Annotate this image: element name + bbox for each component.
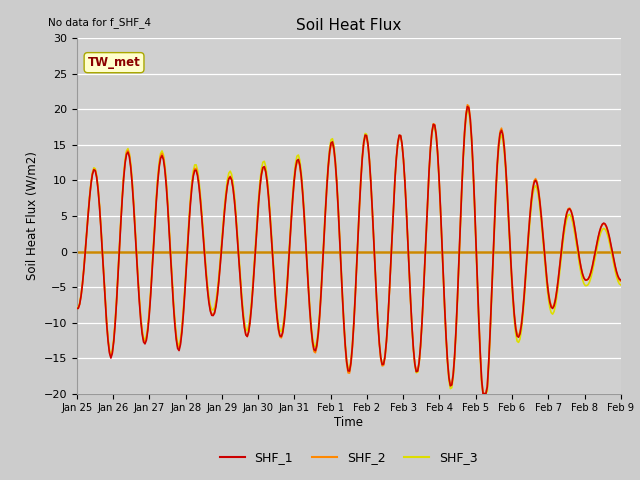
SHF_2 — [479, 391, 487, 396]
SHF_3 — [92, 166, 99, 171]
SHF_1 — [108, 350, 116, 356]
SHF_3 — [461, 133, 468, 139]
SHF_1 — [461, 130, 468, 136]
SHF_2 — [92, 167, 99, 173]
Line: SHF_2: SHF_2 — [77, 105, 621, 394]
SHF_1 — [617, 277, 625, 283]
SHF_1 — [479, 391, 487, 396]
SHF_2 — [545, 288, 552, 294]
Text: No data for f_SHF_4: No data for f_SHF_4 — [48, 17, 151, 28]
SHF_2 — [108, 349, 116, 355]
SHF_1 — [545, 290, 552, 296]
SHF_2 — [616, 277, 623, 283]
SHF_1 — [73, 305, 81, 311]
Line: SHF_3: SHF_3 — [77, 110, 621, 394]
SHF_3 — [463, 107, 471, 113]
Legend: SHF_1, SHF_2, SHF_3: SHF_1, SHF_2, SHF_3 — [214, 446, 483, 469]
SHF_3 — [73, 304, 81, 310]
SHF_1 — [616, 276, 623, 282]
SHF_3 — [108, 348, 116, 353]
Text: TW_met: TW_met — [88, 56, 140, 69]
SHF_1 — [353, 264, 360, 269]
Y-axis label: Soil Heat Flux (W/m2): Soil Heat Flux (W/m2) — [25, 152, 38, 280]
SHF_2 — [353, 265, 360, 271]
SHF_3 — [616, 281, 623, 287]
SHF_1 — [92, 168, 99, 174]
SHF_2 — [617, 278, 625, 284]
SHF_3 — [545, 296, 552, 301]
SHF_3 — [353, 262, 360, 267]
SHF_3 — [479, 391, 487, 396]
SHF_3 — [617, 282, 625, 288]
Title: Soil Heat Flux: Soil Heat Flux — [296, 18, 401, 33]
X-axis label: Time: Time — [334, 416, 364, 429]
SHF_2 — [73, 305, 81, 311]
SHF_2 — [463, 102, 471, 108]
Line: SHF_1: SHF_1 — [77, 107, 621, 394]
SHF_2 — [461, 128, 468, 134]
SHF_1 — [463, 104, 471, 109]
